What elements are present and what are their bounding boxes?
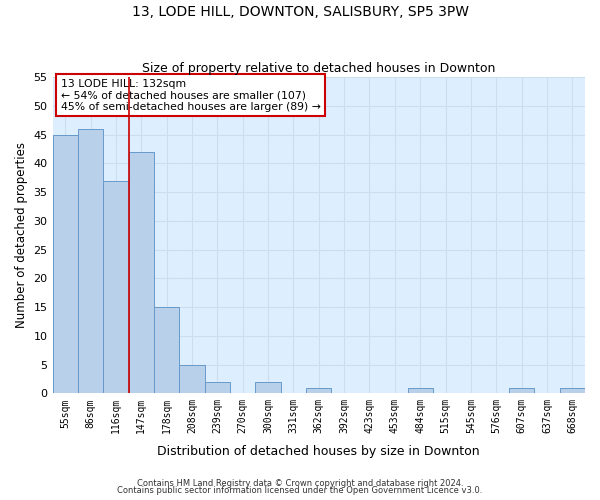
Bar — [78, 129, 103, 394]
Bar — [154, 307, 179, 394]
Bar — [128, 152, 154, 394]
Text: Contains public sector information licensed under the Open Government Licence v3: Contains public sector information licen… — [118, 486, 482, 495]
Bar — [560, 388, 585, 394]
Y-axis label: Number of detached properties: Number of detached properties — [15, 142, 28, 328]
Bar — [256, 382, 281, 394]
Bar — [306, 388, 331, 394]
Bar — [179, 364, 205, 394]
Title: Size of property relative to detached houses in Downton: Size of property relative to detached ho… — [142, 62, 496, 74]
Bar — [53, 134, 78, 394]
Bar — [103, 180, 128, 394]
Bar — [509, 388, 534, 394]
Bar — [205, 382, 230, 394]
Bar — [407, 388, 433, 394]
Text: 13 LODE HILL: 132sqm
← 54% of detached houses are smaller (107)
45% of semi-deta: 13 LODE HILL: 132sqm ← 54% of detached h… — [61, 78, 320, 112]
Text: 13, LODE HILL, DOWNTON, SALISBURY, SP5 3PW: 13, LODE HILL, DOWNTON, SALISBURY, SP5 3… — [131, 5, 469, 19]
X-axis label: Distribution of detached houses by size in Downton: Distribution of detached houses by size … — [157, 444, 480, 458]
Text: Contains HM Land Registry data © Crown copyright and database right 2024.: Contains HM Land Registry data © Crown c… — [137, 478, 463, 488]
